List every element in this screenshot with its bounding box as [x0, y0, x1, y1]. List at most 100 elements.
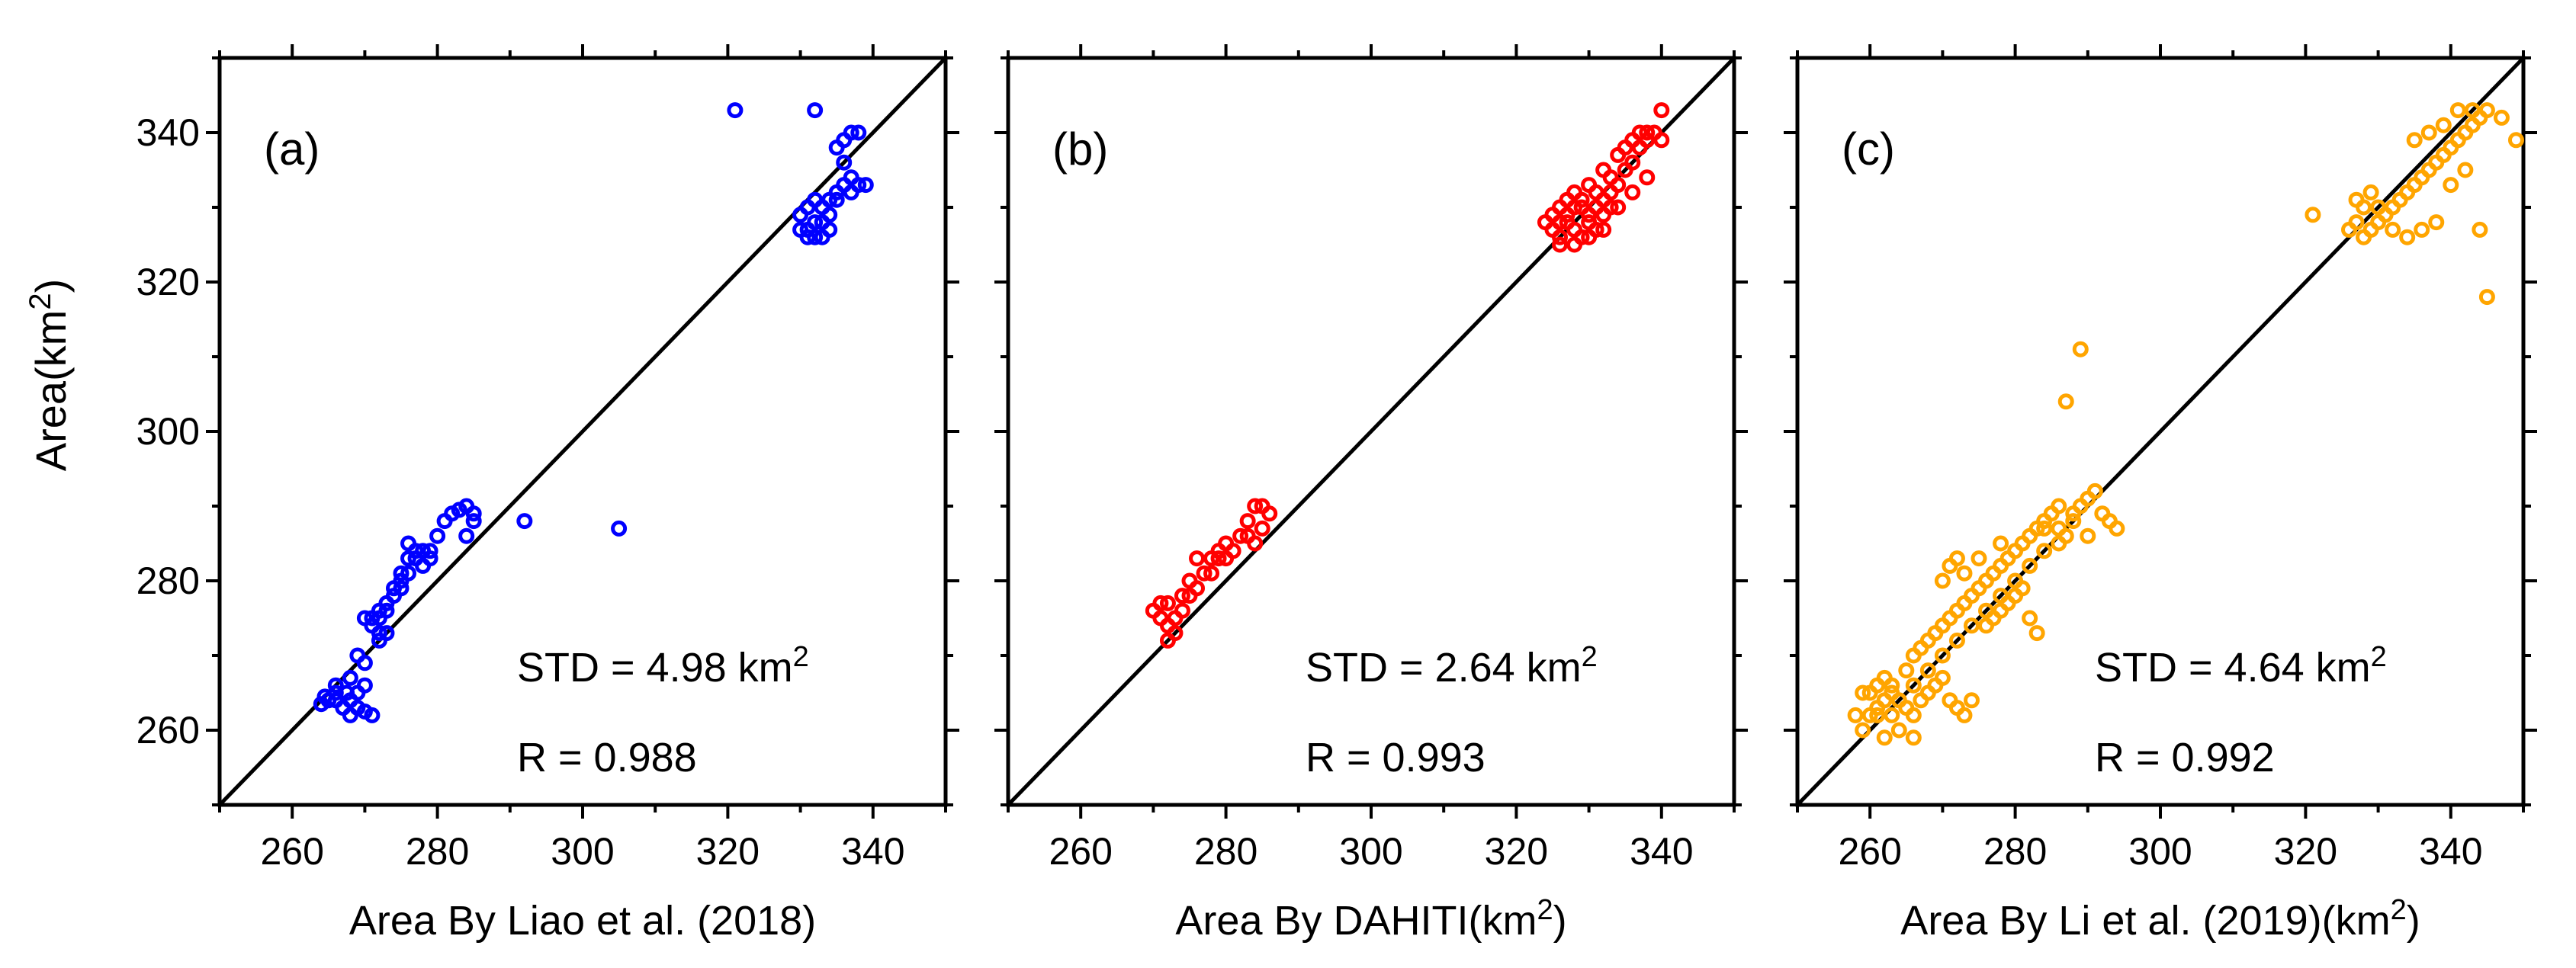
data-point — [2507, 132, 2524, 149]
data-point — [465, 505, 482, 522]
data-point — [1261, 505, 1278, 522]
data-point — [1196, 565, 1213, 582]
x-axis-label-main: Area By Liao et al. (2018) — [349, 898, 816, 944]
data-point — [1869, 707, 1886, 723]
data-point — [1581, 229, 1598, 245]
data-point — [1639, 169, 1656, 186]
data-point — [611, 520, 628, 537]
data-point — [1239, 513, 1256, 530]
data-point — [2109, 520, 2125, 537]
data-point — [2449, 102, 2466, 119]
data-point — [857, 177, 874, 194]
y-tick-label: 340 — [137, 111, 200, 154]
x-tick-label: 260 — [260, 830, 323, 873]
data-point — [2348, 214, 2365, 231]
data-point — [327, 677, 344, 694]
data-point — [1210, 550, 1227, 567]
data-point — [828, 191, 845, 208]
data-point — [1971, 550, 1987, 567]
x-axis-label: Area By DAHITI(km2) — [1175, 894, 1566, 944]
x-axis-label: Area By Li et al. (2019)(km2) — [1900, 894, 2420, 944]
x-axis-label-main: Area By Li et al. (2019)(km — [1900, 898, 2390, 944]
data-point — [2420, 124, 2437, 141]
data-point — [799, 229, 816, 245]
data-point — [2472, 221, 2488, 238]
data-point — [1152, 595, 1169, 611]
data-point — [1595, 162, 1612, 178]
data-point — [1595, 221, 1612, 238]
data-point — [2086, 482, 2103, 499]
data-point — [465, 513, 482, 530]
x-axis-label-tail: ) — [1553, 898, 1567, 944]
data-point — [1855, 722, 1871, 739]
data-point — [1948, 550, 1965, 567]
y-tick-label: 280 — [137, 559, 200, 602]
x-tick-label: 300 — [2128, 830, 2192, 873]
data-point — [807, 102, 824, 119]
x-tick-label: 340 — [1630, 830, 1693, 873]
panel-label: (a) — [264, 123, 320, 175]
data-point — [1956, 565, 1973, 582]
data-point — [2443, 177, 2459, 194]
std-annotation: STD = 2.64 km2 — [1306, 641, 1598, 691]
data-point — [1884, 677, 1900, 694]
x-tick-label: 320 — [2274, 830, 2337, 873]
data-point — [799, 199, 816, 216]
std-superscript: 2 — [793, 641, 809, 673]
data-point — [2435, 117, 2452, 133]
std-text: STD = 2.64 km — [1306, 645, 1582, 691]
data-point — [807, 229, 824, 245]
y-tick-label: 320 — [137, 261, 200, 303]
data-point — [371, 625, 387, 642]
data-point — [1653, 102, 1670, 119]
data-point — [422, 550, 438, 567]
x-tick-label: 280 — [1194, 830, 1257, 873]
data-point — [378, 595, 395, 611]
data-point — [2305, 207, 2321, 223]
data-point — [1934, 647, 1951, 664]
data-point — [1884, 707, 1900, 723]
data-point — [1993, 535, 2009, 552]
data-point — [1905, 707, 1922, 723]
x-tick-label: 320 — [696, 830, 760, 873]
data-point — [1218, 550, 1235, 567]
data-point — [1978, 602, 1995, 619]
data-point — [2028, 625, 2045, 642]
data-point — [2072, 341, 2089, 357]
data-point — [342, 692, 358, 709]
data-point — [2057, 393, 2074, 410]
y-axis-label: Area(km2) — [24, 279, 75, 472]
x-tick-label: 340 — [841, 830, 904, 873]
data-point — [1573, 191, 1590, 208]
data-point — [2385, 221, 2401, 238]
data-point — [356, 677, 373, 694]
one-to-one-line — [1007, 56, 1736, 806]
data-point — [1963, 617, 1980, 634]
data-point — [2457, 162, 2474, 178]
scatter-points — [313, 102, 874, 723]
data-point — [1639, 124, 1656, 141]
data-point — [2022, 557, 2038, 574]
data-point — [1588, 184, 1604, 200]
axis-ticks — [994, 44, 1748, 819]
data-point — [2406, 132, 2423, 149]
data-point — [1963, 692, 1980, 709]
data-point — [2464, 102, 2481, 119]
r-annotation: R = 0.993 — [1306, 735, 1486, 780]
data-point — [1181, 588, 1198, 604]
data-point — [2414, 221, 2430, 238]
data-point — [1631, 124, 1648, 141]
data-point — [378, 625, 395, 642]
panel-a: 260 280 300 320 340 260 280 300 320 340 (a) STD = 4… — [137, 44, 959, 944]
x-tick-label: 300 — [551, 830, 614, 873]
data-point — [1956, 707, 1973, 723]
data-point — [2036, 520, 2053, 537]
axis-ticks — [1784, 44, 2537, 819]
scatter-points — [1847, 102, 2524, 746]
data-point — [2036, 543, 2053, 559]
axis-ticks — [206, 44, 959, 819]
data-point — [2022, 610, 2038, 627]
y-tick-label: 260 — [137, 709, 200, 752]
data-point — [2428, 214, 2445, 231]
